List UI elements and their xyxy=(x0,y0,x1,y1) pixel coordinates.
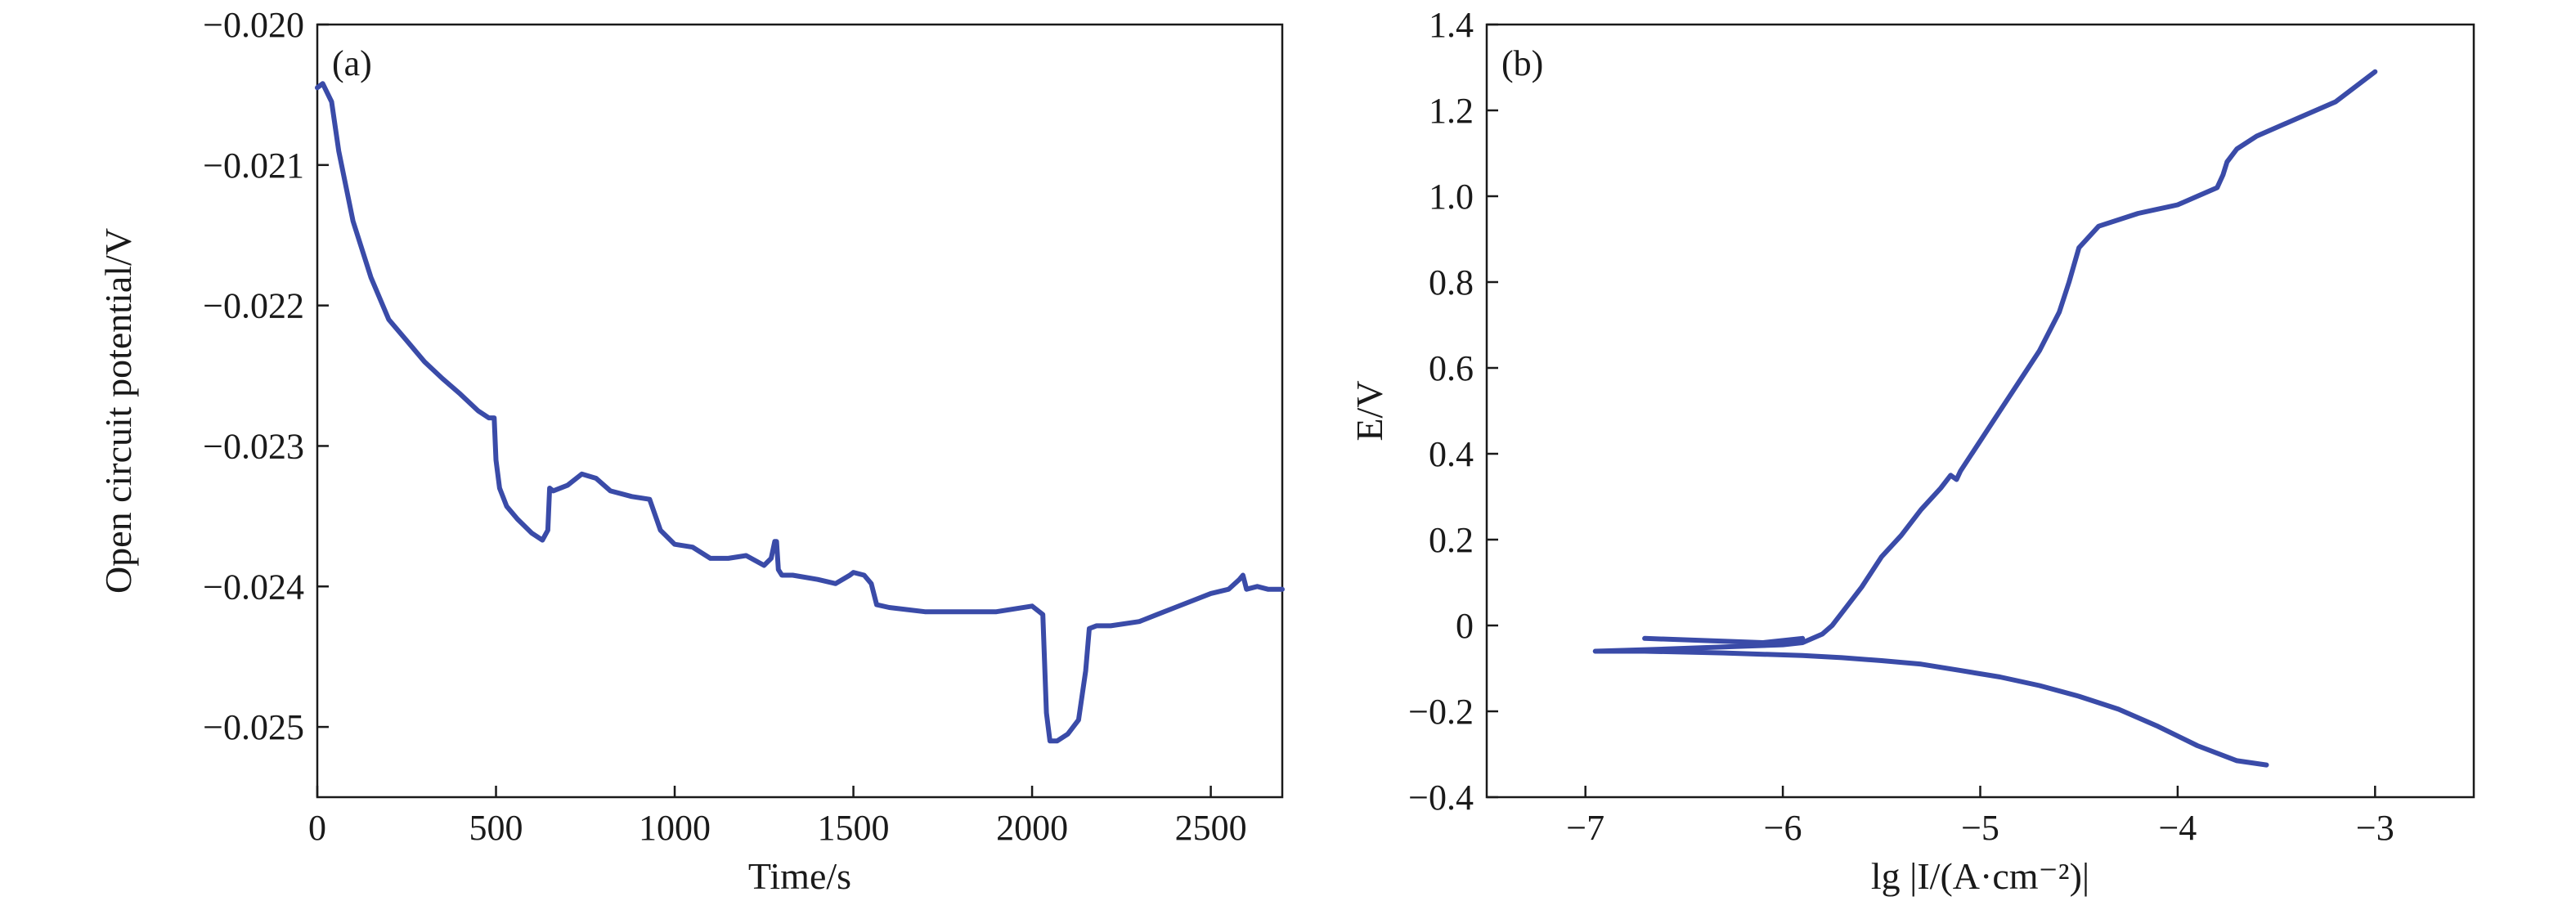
y-tick-label: 1.2 xyxy=(1429,91,1474,131)
y-tick-label: 0.4 xyxy=(1429,434,1474,474)
data-line xyxy=(1642,635,1806,645)
y-tick-label: 0.6 xyxy=(1429,348,1474,388)
y-tick-label: −0.025 xyxy=(203,707,304,747)
y-tick-label: −0.022 xyxy=(203,286,304,326)
data-line xyxy=(315,81,1285,744)
y-tick-label: −0.4 xyxy=(1408,778,1474,818)
x-tick-label: −5 xyxy=(1961,808,1999,848)
y-tick-label: 1.4 xyxy=(1429,5,1474,45)
y-tick-label: 0.2 xyxy=(1429,520,1474,560)
data-line xyxy=(1592,69,2378,654)
panel-label: (b) xyxy=(1501,43,1543,83)
x-tick-label: 1000 xyxy=(639,808,711,848)
y-tick-label: −0.021 xyxy=(203,146,304,186)
y-tick-label: −0.2 xyxy=(1408,692,1474,732)
x-tick-label: −4 xyxy=(2158,808,2197,848)
x-tick-label: 500 xyxy=(469,808,523,848)
y-axis-title: Open circuit potential/V xyxy=(97,228,139,594)
ocp-chart: 0 500 1000 1500 2000 2500 −0.020 −0.021 −0.022 −0… xyxy=(97,5,1285,897)
polarization-chart: −7 −6 −5 −4 −3 −0.4 −0.2 0 0.2 0.4 0.6 0.8 1.0 1.2 1.4… xyxy=(1349,5,2475,897)
x-axis-title: Time/s xyxy=(748,855,851,897)
y-tick-label: 0.8 xyxy=(1429,262,1474,303)
x-tick-label: −7 xyxy=(1566,808,1604,848)
x-tick-label: 0 xyxy=(308,808,326,848)
panel-label: (a) xyxy=(332,43,372,83)
x-axis-title: lg |I/(A·cm⁻²)| xyxy=(1871,855,2089,897)
plot-frame xyxy=(316,23,1284,799)
plot-frame xyxy=(1485,23,2475,799)
x-tick-label: 2000 xyxy=(996,808,1068,848)
x-tick-label: −3 xyxy=(2356,808,2394,848)
x-tick-label: 2500 xyxy=(1175,808,1247,848)
data-line xyxy=(1592,648,2269,768)
y-tick-label: 1.0 xyxy=(1429,177,1474,217)
y-axis-title: E/V xyxy=(1349,380,1390,441)
y-tick-label: −0.020 xyxy=(203,5,304,45)
x-tick-label: −6 xyxy=(1764,808,1802,848)
y-tick-label: −0.023 xyxy=(203,426,304,466)
y-tick-label: −0.024 xyxy=(203,567,304,607)
y-tick-label: 0 xyxy=(1456,606,1474,646)
x-tick-label: 1500 xyxy=(818,808,890,848)
